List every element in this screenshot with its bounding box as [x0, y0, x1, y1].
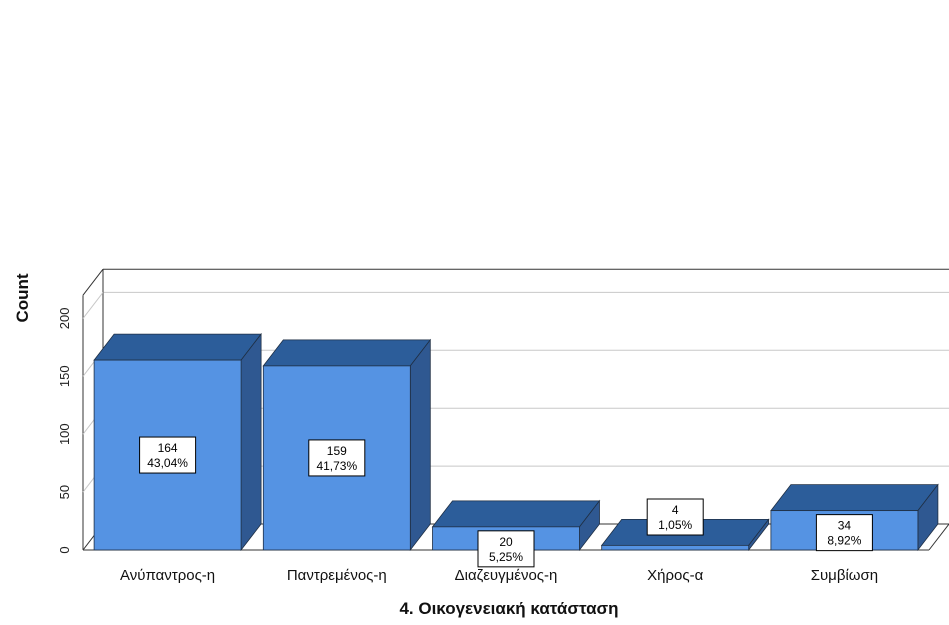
x-axis-title: 4. Οικογενειακή κατάσταση	[399, 599, 618, 618]
y-tick-label: 200	[57, 308, 72, 330]
side-wall-top-edge	[82, 268, 104, 296]
data-label-frame	[308, 439, 366, 477]
x-category-label: Παντρεμένος-η	[287, 567, 387, 584]
data-label-box: 205,25%	[477, 530, 535, 568]
data-label-percent: 41,73%	[316, 459, 357, 473]
y-tick-label: 50	[57, 485, 72, 499]
data-label-frame	[477, 530, 535, 568]
bar-group: 41,05%	[600, 498, 770, 552]
y-tick-labels: 0 50 100 150 200	[57, 308, 72, 554]
data-label-box: 41,05%	[646, 498, 704, 536]
data-label-percent: 1,05%	[658, 518, 692, 532]
data-label-count: 20	[499, 535, 513, 549]
data-label-frame	[815, 514, 873, 552]
floor-right-edge	[928, 523, 949, 551]
side-wall-gridline	[82, 292, 104, 319]
bar-top-face	[93, 333, 262, 361]
bar	[601, 544, 750, 551]
data-label-count: 164	[158, 441, 178, 455]
y-tick-label: 150	[57, 365, 72, 387]
data-label-frame	[646, 498, 704, 536]
data-label-count: 159	[327, 444, 347, 458]
data-label-count: 34	[838, 519, 852, 533]
bar-side-face	[409, 338, 431, 552]
bar-top-face	[431, 500, 601, 528]
x-category-label: Διαζευγμένος-η	[455, 567, 558, 584]
bar-group: 205,25%	[431, 499, 601, 568]
bar-top-face	[770, 484, 939, 512]
data-label-percent: 5,25%	[489, 550, 523, 564]
y-tick-label: 0	[57, 546, 72, 553]
bar-top-face	[262, 339, 432, 367]
bar-group: 348,92%	[770, 483, 939, 552]
bar-side-face	[240, 332, 262, 552]
data-label-percent: 8,92%	[827, 534, 861, 548]
x-category-label: Συμβίωση	[811, 567, 878, 584]
data-label-frame	[139, 436, 197, 474]
y-tick-label: 100	[57, 423, 72, 445]
data-label-box: 348,92%	[815, 514, 873, 552]
x-category-labels: Ανύπαντρος-η Παντρεμένος-η Διαζευγμένος-η Χ…	[120, 567, 878, 584]
x-category-label: Χήρος-α	[647, 567, 703, 584]
data-label-percent: 43,04%	[147, 456, 188, 470]
y-axis-title: Count	[13, 273, 32, 322]
data-label-count: 4	[672, 503, 679, 517]
x-category-label: Ανύπαντρος-η	[120, 567, 215, 584]
